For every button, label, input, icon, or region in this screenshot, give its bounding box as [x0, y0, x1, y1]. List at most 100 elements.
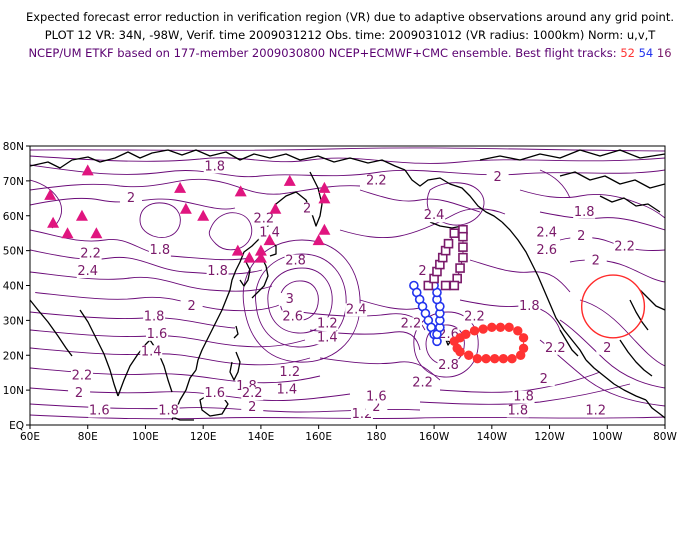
- contour-label-bg: [88, 404, 111, 418]
- x-tick-label: 100E: [132, 431, 159, 443]
- contour-label-bg: [70, 369, 93, 383]
- contour-label-bg: [203, 387, 226, 401]
- x-tick-label: 120W: [534, 431, 565, 443]
- contour-label-bg: [79, 247, 102, 261]
- contour-label-bg: [411, 265, 434, 279]
- contour-label-bg: [535, 226, 558, 240]
- contour-label: 2.2: [614, 240, 635, 255]
- contour-label-bg: [278, 292, 301, 306]
- flight-tracks: [409, 224, 529, 364]
- observation-triangle: [47, 216, 60, 228]
- contour-label-bg: [584, 254, 607, 268]
- contour-label-bg: [275, 383, 298, 397]
- flight-track-red-point: [490, 354, 500, 364]
- coastlines: [30, 149, 665, 421]
- contour-label-bg: [518, 299, 541, 313]
- contour-label: 1.8: [574, 205, 595, 220]
- contour-label-bg: [512, 390, 535, 404]
- contour-label: 2.4: [536, 226, 557, 241]
- contour-label: 2.8: [285, 254, 306, 269]
- observation-triangle: [44, 188, 57, 200]
- contour-label-bg: [486, 170, 509, 184]
- flight-track-red-point: [518, 333, 529, 343]
- contour-label: 2: [127, 191, 135, 206]
- flight-track-red-point: [495, 322, 506, 333]
- contour-label: 2: [540, 372, 548, 387]
- contour-label-bg: [463, 310, 486, 324]
- contour-label-bg: [573, 205, 596, 219]
- contour-label-bg: [140, 345, 163, 359]
- contour-label: 2: [248, 400, 256, 415]
- header-line-3: NCEP/UM ETKF based on 177-member 2009030…: [0, 44, 700, 62]
- contour-label-bg: [411, 376, 434, 390]
- contour-label-bg: [30, 282, 36, 296]
- contour-label: 1.8: [519, 299, 540, 314]
- y-tick-label: 20N: [3, 350, 24, 362]
- contour-label: 2: [603, 341, 611, 356]
- contour-label: 2: [75, 386, 83, 401]
- contour-label: 1.6: [204, 386, 225, 401]
- observation-triangle: [90, 227, 103, 239]
- contour-label-bg: [345, 303, 368, 317]
- contour-label: 2.4: [77, 264, 98, 279]
- observation-triangle: [254, 244, 267, 256]
- track-label-blue: 54: [638, 46, 654, 60]
- contour-label-bg: [120, 191, 143, 205]
- contour-label-bg: [241, 401, 264, 415]
- observation-sites: [44, 164, 331, 263]
- y-tick-label: 30N: [3, 315, 24, 327]
- flight-track-purple-point: [443, 238, 454, 249]
- contour-label: 1.8: [158, 404, 179, 419]
- contour-label: 1.8: [144, 309, 165, 324]
- contour-label-bg: [206, 265, 229, 279]
- observation-triangle: [269, 202, 282, 214]
- contour-label: 2.2: [401, 316, 422, 331]
- flight-track-red-point: [452, 343, 462, 353]
- flight-track-red-point: [515, 350, 526, 360]
- header-line-3-prefix: NCEP/UM ETKF based on 177-member 2009030…: [28, 46, 617, 60]
- contour-label-bg: [535, 244, 558, 258]
- contour-label: 2: [187, 299, 195, 314]
- contour-label-bg: [365, 390, 388, 404]
- observation-triangle: [243, 251, 256, 263]
- flight-track-red-point: [472, 354, 483, 364]
- contour-label: 1.4: [277, 383, 298, 398]
- flight-track-purple-point: [449, 228, 460, 238]
- contour-label: 1.8: [150, 243, 171, 258]
- x-tick-label: 100W: [592, 431, 623, 443]
- flight-track-red-point: [504, 322, 514, 333]
- flight-track-red-point: [461, 329, 471, 340]
- observation-triangle: [81, 164, 94, 176]
- contour-label-bg: [284, 254, 307, 268]
- plot-frame: [29, 145, 666, 426]
- contour-label: 2.2: [366, 173, 387, 188]
- contour-label: 2.4: [424, 208, 445, 223]
- x-tick-label: 80W: [653, 431, 677, 443]
- flight-track-purple-point: [455, 263, 465, 273]
- contour-label-bg: [570, 230, 593, 244]
- x-tick-label: 140W: [477, 431, 508, 443]
- contour-label-bg: [296, 202, 319, 216]
- flight-track-purple-point: [458, 231, 468, 242]
- contour-label: 1.2: [317, 316, 338, 331]
- y-tick-label: EQ: [9, 420, 24, 432]
- contour-label-bg: [278, 366, 301, 380]
- contour-label-bg: [365, 174, 388, 188]
- observation-triangle: [179, 202, 192, 214]
- contour-label: 2.2: [464, 309, 485, 324]
- contour-label: 2.2: [72, 369, 93, 384]
- flight-track-red-point: [478, 324, 488, 334]
- contour-label-bg: [365, 401, 388, 415]
- header-line-2: PLOT 12 VR: 34N, -98W, Verif. time 20090…: [44, 28, 656, 42]
- contour-label-bg: [258, 226, 281, 240]
- y-axis-ticks: EQ 10N 20N 30N 40N 50N 60N 70N 80N: [3, 141, 30, 432]
- observation-triangle: [231, 244, 244, 256]
- contour-label-bg: [76, 265, 99, 279]
- contour-label-bg: [506, 404, 529, 418]
- x-tick-label: 140E: [248, 431, 275, 443]
- observation-triangle: [174, 181, 187, 193]
- flight-track-purple-point: [440, 280, 451, 291]
- flight-track-red-point: [507, 354, 517, 364]
